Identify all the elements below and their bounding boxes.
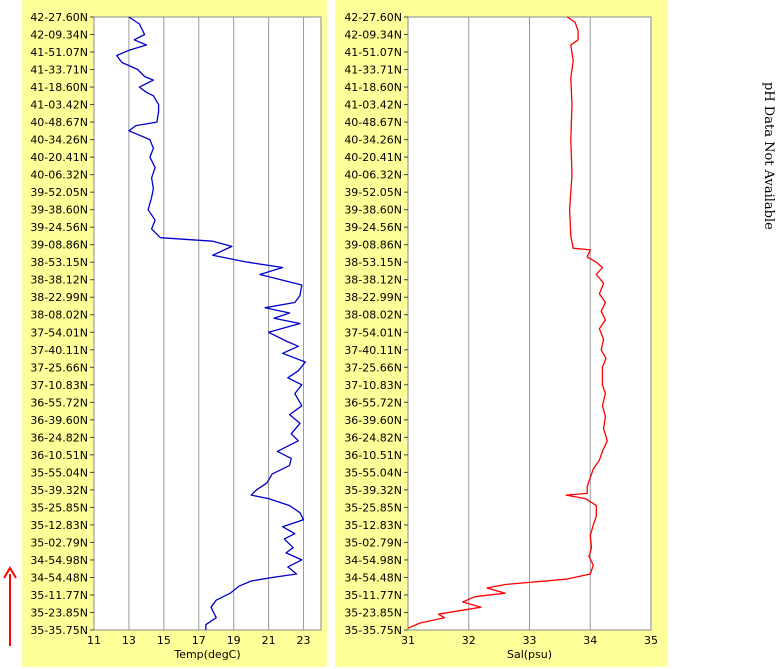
- x-tick-label: 19: [227, 634, 241, 647]
- y-tick-label: 41-51.07N: [30, 46, 88, 59]
- y-tick-label: 42-27.60N: [344, 11, 402, 24]
- y-tick-label: 42-09.34N: [30, 29, 88, 42]
- plot-area: [93, 16, 322, 631]
- x-axis-label: Temp(degC): [173, 648, 240, 661]
- arrow-head: [3, 566, 17, 579]
- y-tick-label: 35-55.04N: [344, 466, 402, 479]
- y-tick-label: 39-38.60N: [344, 204, 402, 217]
- y-tick-label: 34-54.48N: [30, 571, 88, 584]
- y-tick-label: 35-25.85N: [344, 501, 402, 514]
- y-tick-label: 37-40.11N: [30, 344, 88, 357]
- y-tick-label: 36-39.60N: [344, 414, 402, 427]
- y-tick-label: 35-11.77N: [30, 589, 88, 602]
- y-tick-label: 35-12.83N: [344, 519, 402, 532]
- y-tick-label: 38-22.99N: [30, 291, 88, 304]
- y-tick-label: 39-38.60N: [30, 204, 88, 217]
- y-tick-label: 34-54.48N: [344, 571, 402, 584]
- y-tick-label: 38-38.12N: [344, 274, 402, 287]
- x-tick-label: 31: [401, 634, 415, 647]
- y-tick-label: 36-24.82N: [30, 431, 88, 444]
- y-tick-label: 42-09.34N: [344, 29, 402, 42]
- x-tick-label: 35: [644, 634, 658, 647]
- y-tick-label: 34-54.98N: [30, 554, 88, 567]
- x-tick-label: 17: [192, 634, 206, 647]
- direction-arrow-icon: [3, 566, 17, 646]
- y-tick-label: 35-39.32N: [30, 484, 88, 497]
- y-tick-label: 34-54.98N: [344, 554, 402, 567]
- y-tick-label: 35-02.79N: [30, 536, 88, 549]
- series-line: [407, 16, 608, 629]
- y-tick-label: 35-39.32N: [344, 484, 402, 497]
- x-tick-label: 11: [87, 634, 101, 647]
- y-tick-label: 41-51.07N: [344, 46, 402, 59]
- y-tick-label: 35-23.85N: [30, 606, 88, 619]
- y-tick-label: 35-25.85N: [30, 501, 88, 514]
- y-tick-label: 41-03.42N: [30, 99, 88, 112]
- y-tick-label: 40-06.32N: [344, 169, 402, 182]
- y-tick-label: 41-33.71N: [30, 64, 88, 77]
- series-line: [116, 16, 306, 630]
- x-tick-label: 34: [583, 634, 597, 647]
- y-tick-label: 40-48.67N: [30, 116, 88, 129]
- y-tick-label: 40-20.41N: [30, 151, 88, 164]
- y-tick-label: 39-52.05N: [30, 186, 88, 199]
- x-tick-label: 13: [122, 634, 136, 647]
- y-tick-label: 36-10.51N: [30, 449, 88, 462]
- x-tick-label: 33: [523, 634, 537, 647]
- y-tick-label: 40-34.26N: [344, 134, 402, 147]
- y-tick-label: 35-55.04N: [30, 466, 88, 479]
- y-tick-label: 36-55.72N: [30, 396, 88, 409]
- y-tick-label: 38-38.12N: [30, 274, 88, 287]
- salinity-panel: 31 32 33 34 35 42-27.60N 42-09.34N 41-51.07N 41-…: [335, 0, 668, 667]
- y-tick-label: 35-11.77N: [344, 589, 402, 602]
- y-tick-label: 39-52.05N: [344, 186, 402, 199]
- y-tick-label: 40-20.41N: [344, 151, 402, 164]
- y-tick-label: 38-53.15N: [30, 256, 88, 269]
- x-tick-label: 23: [297, 634, 311, 647]
- y-tick-label: 38-08.02N: [30, 309, 88, 322]
- y-tick-label: 38-53.15N: [344, 256, 402, 269]
- y-tick-label: 36-55.72N: [344, 396, 402, 409]
- x-tick-label: 15: [157, 634, 171, 647]
- y-tick-label: 41-33.71N: [344, 64, 402, 77]
- y-tick-label: 36-10.51N: [344, 449, 402, 462]
- y-tick-label: 39-24.56N: [344, 221, 402, 234]
- y-tick-label: 39-08.86N: [30, 239, 88, 252]
- y-tick-label: 37-54.01N: [30, 326, 88, 339]
- y-tick-label: 37-10.83N: [30, 379, 88, 392]
- y-tick-label: 35-02.79N: [344, 536, 402, 549]
- y-tick-label: 35-12.83N: [30, 519, 88, 532]
- y-tick-label: 37-40.11N: [344, 344, 402, 357]
- y-tick-label: 37-25.66N: [30, 361, 88, 374]
- y-tick-label: 40-48.67N: [344, 116, 402, 129]
- y-tick-label: 39-24.56N: [30, 221, 88, 234]
- temperature-panel: 11 13 15 17 19 21 23 42-27.60N 42-09.34N 41-51.07…: [22, 0, 327, 667]
- y-tick-label: 37-25.66N: [344, 361, 402, 374]
- x-axis-label: Sal(psu): [507, 648, 552, 661]
- y-tick-label: 35-23.85N: [344, 606, 402, 619]
- y-tick-label: 35-35.75N: [30, 624, 88, 637]
- y-tick-label: 36-24.82N: [344, 431, 402, 444]
- y-tick-label: 40-06.32N: [30, 169, 88, 182]
- y-tick-label: 42-27.60N: [30, 11, 88, 24]
- y-tick-label: 38-08.02N: [344, 309, 402, 322]
- y-tick-label: 41-03.42N: [344, 99, 402, 112]
- y-tick-label: 37-10.83N: [344, 379, 402, 392]
- y-tick-label: 39-08.86N: [344, 239, 402, 252]
- y-tick-label: 40-34.26N: [30, 134, 88, 147]
- x-tick-label: 21: [262, 634, 276, 647]
- y-tick-label: 36-39.60N: [30, 414, 88, 427]
- y-tick-label: 37-54.01N: [344, 326, 402, 339]
- y-tick-label: 41-18.60N: [30, 81, 88, 94]
- y-tick-label: 38-22.99N: [344, 291, 402, 304]
- y-tick-label: 35-35.75N: [344, 624, 402, 637]
- y-tick-label: 41-18.60N: [344, 81, 402, 94]
- ph-unavailable-note: pH Data Not Available: [761, 82, 776, 230]
- x-tick-label: 32: [462, 634, 476, 647]
